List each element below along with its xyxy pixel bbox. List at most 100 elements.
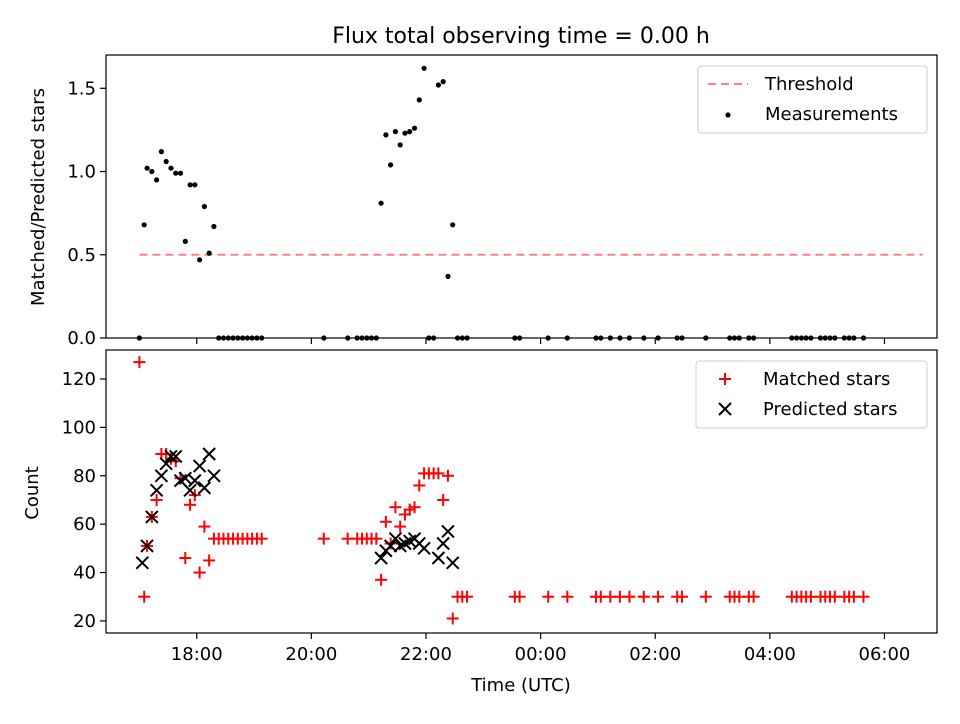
measurement-point — [746, 335, 752, 341]
predicted-point — [154, 469, 169, 483]
matched-point — [446, 612, 459, 625]
matched-point — [255, 532, 268, 545]
measurement-point — [851, 335, 857, 341]
measurement-point — [154, 177, 160, 183]
predicted-point — [374, 551, 388, 565]
measurement-point — [182, 238, 188, 244]
measurement-point — [244, 335, 250, 341]
predicted-point — [164, 449, 178, 464]
bottom-x-tick-label: 22:00 — [400, 644, 452, 665]
top-legend: Threshold Measurements — [697, 65, 928, 134]
bottom-axes-frame — [105, 349, 938, 634]
measurement-point — [173, 170, 179, 176]
measurement-point — [373, 335, 379, 341]
figure-title: Flux total observing time = 0.00 h — [332, 24, 710, 49]
measurement-point — [679, 335, 685, 341]
bottom-legend-box — [695, 360, 928, 429]
matched-point — [370, 532, 383, 545]
matched-point — [203, 554, 216, 567]
matched-point — [184, 498, 197, 511]
matched-point — [542, 590, 555, 603]
matched-point — [193, 566, 206, 579]
measurement-point — [808, 335, 814, 341]
predicted-point — [140, 539, 154, 553]
measurement-point — [517, 335, 523, 341]
bottom-x-tick-label: 00:00 — [515, 644, 567, 665]
bottom-x-tick-label: 06:00 — [859, 644, 911, 665]
measurement-point — [827, 335, 833, 341]
measurement-point — [416, 97, 422, 103]
measurement-point — [163, 158, 169, 165]
measurement-point — [364, 335, 370, 341]
measurement-point — [383, 132, 389, 138]
top-y-tick-label: 0.0 — [67, 328, 96, 349]
measurement-point — [617, 335, 623, 341]
measurement-point — [392, 129, 398, 135]
matched-point — [747, 590, 760, 603]
measurement-point — [703, 335, 709, 341]
bottom-y-tick-label: 100 — [62, 417, 96, 438]
top-y-tick-label: 1.5 — [67, 78, 96, 99]
bottom-x-tick-label: 04:00 — [744, 644, 796, 665]
measurement-point — [388, 162, 394, 168]
measurement-point — [240, 335, 246, 341]
matched-point — [461, 590, 474, 603]
measurement-point — [655, 335, 661, 341]
top-legend-box — [697, 65, 928, 134]
measurement-point — [626, 335, 633, 341]
measurement-point — [435, 82, 441, 88]
matched-point — [317, 532, 330, 545]
bottom-y-tick-label: 60 — [73, 514, 96, 535]
measurement-point — [397, 142, 403, 148]
measurement-point — [674, 335, 680, 341]
measurement-point — [803, 335, 809, 341]
measurement-point — [411, 125, 418, 131]
measurement-point — [321, 335, 327, 341]
matched-point — [394, 520, 407, 533]
top-y-tick-label: 0.5 — [67, 245, 96, 266]
matched-point — [198, 520, 211, 533]
predicted-point — [446, 556, 460, 570]
measurement-point — [450, 222, 456, 228]
measurement-point — [794, 335, 800, 341]
bottom-x-tick-label: 02:00 — [629, 644, 681, 665]
legend-threshold-label: Threshold — [764, 74, 854, 95]
bottom-x-ticks: 18:00 20:00 22:00 00:00 02:00 04:00 06:00 — [171, 633, 911, 665]
predicted-point — [135, 556, 150, 570]
top-y-tick-label: 1.0 — [67, 162, 96, 183]
measurement-point — [225, 335, 231, 341]
measurement-point — [211, 223, 217, 230]
bottom-y-axis-label: Count — [22, 466, 43, 519]
matched-point — [375, 573, 388, 586]
predicted-point — [192, 459, 207, 473]
predicted-point — [159, 456, 173, 471]
measurement-point — [545, 335, 551, 341]
measurement-point — [431, 335, 437, 341]
top-y-axis-label: Matched/Predicted stars — [28, 88, 49, 306]
bottom-y-ticks: 20 40 60 80 100 120 — [62, 369, 106, 632]
measurement-point — [598, 335, 604, 341]
bottom-x-axis-label: Time (UTC) — [470, 675, 571, 696]
predicted-point — [436, 536, 450, 551]
measurement-point — [564, 335, 570, 341]
bottom-marks — [133, 356, 870, 625]
top-panel: 0.0 0.5 1.0 1.5 Matched/Predicted stars Thr… — [28, 54, 938, 349]
measurement-point — [445, 273, 451, 279]
bottom-y-tick-label: 20 — [73, 611, 96, 632]
matched-point — [637, 590, 650, 603]
matched-point — [675, 590, 688, 603]
matched-point — [441, 469, 454, 482]
measurement-point — [230, 335, 236, 341]
measurement-point — [641, 335, 647, 341]
legend-predicted-label: Predicted stars — [763, 399, 897, 420]
matched-point — [133, 356, 146, 369]
measurement-point — [454, 335, 461, 341]
predicted-point — [388, 531, 403, 546]
measurement-point — [402, 130, 408, 136]
bottom-y-tick-label: 120 — [62, 369, 96, 390]
measurement-point — [789, 335, 795, 341]
legend-measurements-label: Measurements — [765, 104, 898, 125]
measurement-point — [822, 335, 828, 341]
measurement-point — [187, 182, 193, 188]
